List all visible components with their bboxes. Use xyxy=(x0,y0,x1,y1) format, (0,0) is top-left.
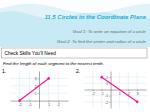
tick-label: 1 xyxy=(48,102,51,107)
check-box xyxy=(2,48,148,58)
y-tick: -2 xyxy=(105,100,111,105)
y-tick: 3 xyxy=(34,76,39,81)
y-axis-line xyxy=(111,72,112,109)
tick-mark xyxy=(109,102,111,103)
x-tick: -1 xyxy=(28,101,32,107)
tick-label: -2 xyxy=(105,100,109,105)
grid xyxy=(10,71,68,108)
goal: Goal 2: To find the center and radius of… xyxy=(57,39,147,44)
point xyxy=(136,101,139,104)
graph: 1. -2 -1 1 2 123 xyxy=(2,68,69,108)
line xyxy=(102,77,137,102)
y-tick: -1 xyxy=(105,93,111,98)
grid-line xyxy=(137,71,138,108)
graph: 2.-2-1123-2-112 xyxy=(76,68,147,108)
x-tick: 2 xyxy=(58,101,61,107)
tick-label: -1 xyxy=(28,102,32,107)
x-tick: 3 xyxy=(137,90,140,96)
point xyxy=(18,99,21,102)
check-skills: Check Skills You'll Need xyxy=(5,51,57,56)
page: 11.5 Circles in the Coordinate Plane Goal… xyxy=(0,0,150,112)
grid-line xyxy=(84,83,146,84)
banner-background xyxy=(0,0,150,47)
y-axis-line xyxy=(39,72,40,109)
x-tick: 2 xyxy=(128,90,131,96)
point xyxy=(47,77,50,80)
goal: Goal 1: To write an equation of a circle xyxy=(73,29,147,34)
tick-label: 3 xyxy=(137,91,140,96)
y-axis: -2-112 xyxy=(105,72,111,109)
point xyxy=(100,76,103,79)
grid-line xyxy=(10,78,68,79)
grid-line xyxy=(84,77,146,78)
y-tick: 1 xyxy=(34,91,39,96)
tick-label: -2 xyxy=(92,91,96,96)
tick-mark xyxy=(38,78,40,79)
grid-line xyxy=(128,71,129,108)
tick-label: 3 xyxy=(34,76,37,81)
tick-label: 2 xyxy=(106,75,109,80)
tick-label: -1 xyxy=(105,93,109,98)
x-tick: -2 xyxy=(92,90,96,96)
grid-line xyxy=(84,101,146,102)
instruction: Find the length of each segment to the n… xyxy=(3,61,104,66)
grid-line xyxy=(92,71,93,108)
tick-label: 1 xyxy=(34,91,37,96)
grid-line xyxy=(101,71,102,108)
tick-label: 2 xyxy=(58,102,61,107)
marks xyxy=(100,76,138,103)
tick-label: -2 xyxy=(18,102,22,107)
x-axis: -2-1123 xyxy=(85,90,147,96)
grid-line xyxy=(10,93,68,94)
graph-label: 1. xyxy=(2,68,6,74)
y-tick: 2 xyxy=(106,75,111,80)
y-axis: 123 xyxy=(34,72,39,109)
title: 11.5 Circles in the Coordinate Plane xyxy=(44,14,146,20)
tick-mark xyxy=(38,93,40,94)
grid xyxy=(84,71,146,108)
tick-mark xyxy=(109,77,111,78)
x-tick: 1 xyxy=(48,101,51,107)
marks xyxy=(18,77,50,102)
tick-mark xyxy=(109,96,111,97)
line xyxy=(20,78,49,100)
graph-label: 2. xyxy=(76,68,80,74)
